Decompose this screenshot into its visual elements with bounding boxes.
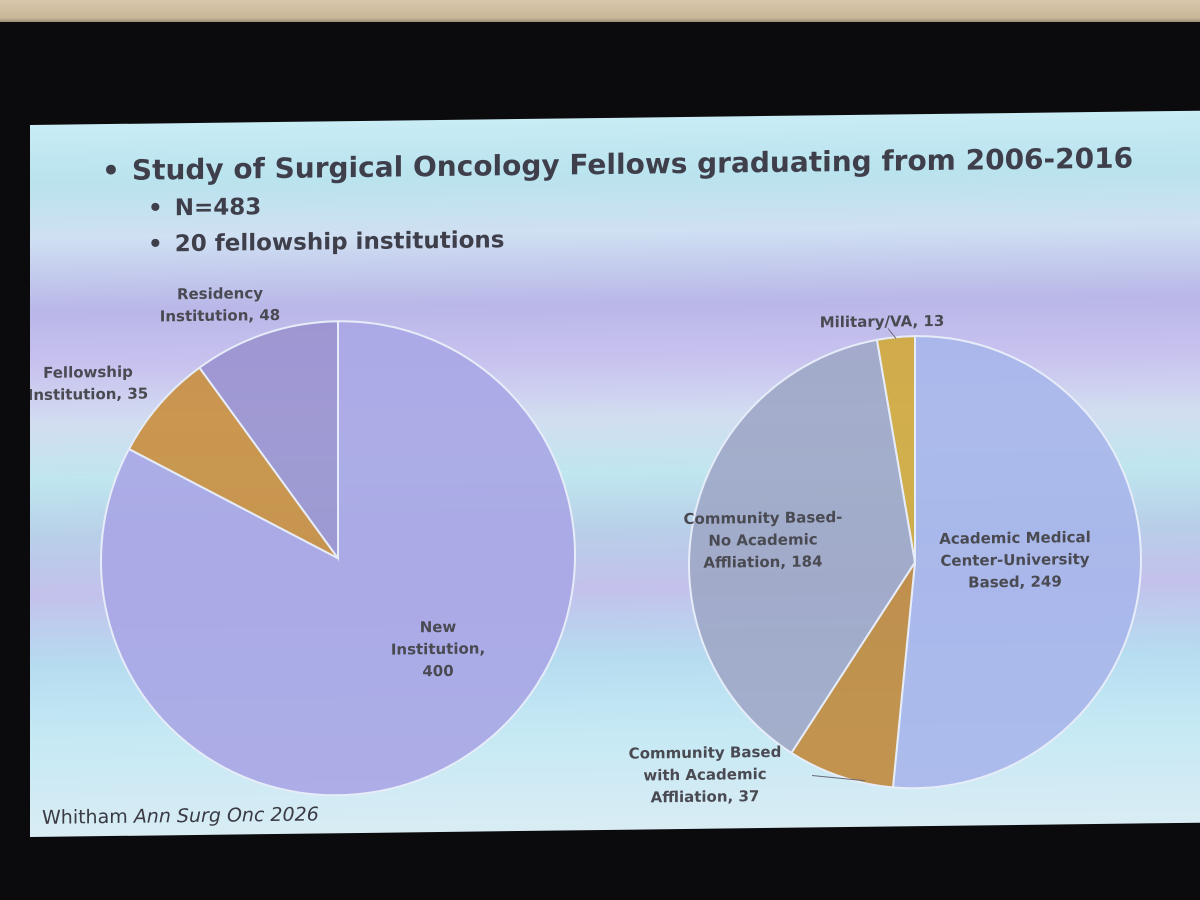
pie-2-label-3: Community Based-No AcademicAffliation, 1… [684,508,843,572]
pie-2-label-2: Community Basedwith AcademicAffliation, … [629,743,782,807]
pie-2-slice-2 [789,561,916,789]
pie-1-slice-3 [198,320,339,562]
pie-chart-1: NewInstitution,400 FellowshipInstitution,… [30,284,576,797]
pie-1-label-1: NewInstitution,400 [391,617,485,680]
pie-2-slice-1 [891,335,1142,790]
citation-author: Whitham [42,805,128,829]
pie-2-leader-4 [887,328,897,339]
pie-2-slice-4 [875,335,916,563]
pie-1-label-2: FellowshipInstitution, 35 [30,363,148,404]
citation: Whitham Ann Surg Onc 2026 [42,803,319,828]
pie-1-label-3: ResidencyInstitution, 48 [160,284,280,325]
pie-charts: NewInstitution,400 FellowshipInstitution,… [30,284,1142,807]
pie-2-label-1: Academic MedicalCenter-UniversityBased, … [939,528,1091,592]
presentation-slide: • Study of Surgical Oncology Fellows grad… [30,110,1200,838]
pie-2-slice-3 [688,338,917,755]
citation-journal: Ann Surg Onc 2026 [133,803,319,828]
pie-1-slice-2 [127,366,339,560]
pie-2-label-4: Military/VA, 13 [820,312,945,332]
pie-chart-2: Academic MedicalCenter-UniversityBased, … [629,312,1142,807]
pie-2-leader-2 [811,774,866,782]
